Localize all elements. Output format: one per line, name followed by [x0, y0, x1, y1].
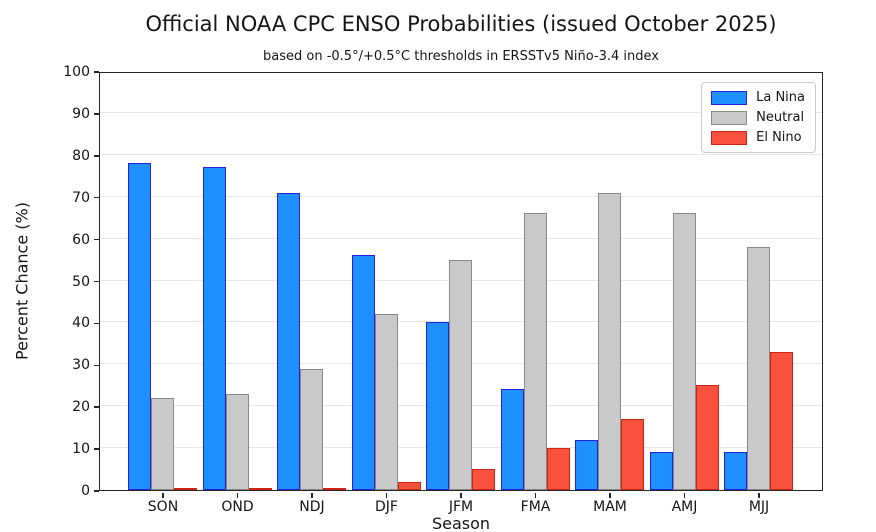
y-tick-label-20: 20: [72, 399, 90, 416]
x-tick-label-MJJ: MJJ: [748, 499, 770, 515]
y-tick-0: [94, 490, 99, 492]
x-tick-NDJ: [311, 492, 313, 498]
y-tick-20: [94, 406, 99, 408]
x-tick-label-MAM: MAM: [593, 499, 627, 515]
x-tick-label-SON: SON: [147, 499, 179, 515]
x-tick-label-FMA: FMA: [520, 499, 551, 515]
y-tick-10: [94, 448, 99, 450]
bar-la-nina-JFM: [426, 322, 449, 490]
bar-neutral-SON: [151, 397, 174, 490]
gridline-60: [100, 237, 822, 239]
bar-neutral-OND: [225, 393, 249, 490]
y-tick-60: [94, 238, 99, 241]
x-tick-label-NDJ: NDJ: [299, 499, 325, 515]
bar-el-nino-DJF: [397, 481, 421, 490]
bar-neutral-AMJ: [672, 213, 696, 490]
bar-neutral-MJJ: [747, 246, 770, 490]
y-tick-label-0: 0: [81, 483, 90, 499]
x-tick-JFM: [460, 492, 462, 498]
y-tick-label-90: 90: [72, 105, 90, 122]
x-tick-MAM: [609, 492, 611, 498]
la-nina-swatch-icon: [711, 90, 748, 105]
legend-label-la-nina: La Nina: [756, 90, 805, 105]
bar-el-nino-NDJ: [323, 488, 346, 490]
legend-item-la-nina: La Nina: [711, 90, 805, 105]
chart-title: Official NOAA CPC ENSO Probabilities (is…: [145, 12, 777, 36]
y-tick-label-30: 30: [72, 357, 90, 374]
x-tick-DJF: [385, 492, 388, 498]
bar-el-nino-OND: [248, 488, 272, 490]
y-tick-label-10: 10: [72, 441, 90, 458]
bar-el-nino-FMA: [546, 448, 570, 490]
bar-la-nina-SON: [128, 163, 151, 490]
y-tick-100: [94, 71, 99, 73]
bar-la-nina-OND: [202, 167, 226, 490]
y-tick-label-70: 70: [72, 189, 90, 206]
x-tick-FMA: [534, 492, 537, 498]
neutral-swatch-icon: [711, 110, 748, 125]
bar-el-nino-SON: [174, 488, 197, 490]
y-axis-label: Percent Chance (%): [12, 202, 32, 360]
y-tick-50: [94, 280, 99, 283]
bar-la-nina-FMA: [500, 389, 524, 490]
y-tick-label-80: 80: [72, 147, 90, 164]
bar-el-nino-MJJ: [770, 351, 793, 490]
y-tick-40: [94, 322, 99, 325]
bar-neutral-DJF: [374, 314, 398, 490]
x-tick-label-DJF: DJF: [375, 499, 398, 515]
bar-el-nino-JFM: [472, 469, 495, 490]
y-tick-30: [94, 364, 99, 367]
x-axis-label: Season: [431, 514, 491, 532]
x-tick-OND: [236, 492, 239, 498]
y-tick-label-60: 60: [72, 231, 90, 248]
x-tick-label-AMJ: AMJ: [671, 499, 698, 515]
bar-la-nina-AMJ: [649, 452, 673, 490]
gridline-90: [100, 111, 822, 113]
legend-label-neutral: Neutral: [756, 110, 805, 125]
bar-la-nina-MAM: [575, 439, 598, 490]
bar-el-nino-MAM: [621, 418, 644, 490]
legend-item-el-nino: El Nino: [711, 130, 805, 145]
bar-el-nino-AMJ: [695, 385, 719, 490]
chart-subtitle: based on -0.5°/+0.5°C thresholds in ERSS…: [263, 49, 659, 64]
bar-la-nina-DJF: [351, 255, 375, 490]
bar-la-nina-NDJ: [277, 192, 300, 490]
legend-item-neutral: Neutral: [711, 110, 805, 125]
legend: La Nina Neutral El Nino: [701, 82, 816, 153]
y-tick-label-50: 50: [72, 273, 90, 290]
bar-neutral-JFM: [449, 259, 472, 490]
x-tick-label-JFM: JFM: [448, 499, 474, 515]
y-tick-80: [94, 155, 99, 157]
gridline-70: [100, 195, 822, 197]
y-tick-90: [94, 113, 99, 115]
x-tick-AMJ: [683, 492, 686, 498]
bar-neutral-FMA: [523, 213, 547, 490]
x-tick-MJJ: [758, 492, 760, 498]
plot-area: La Nina Neutral El Nino: [99, 72, 823, 491]
y-tick-label-100: 100: [63, 64, 90, 80]
bar-neutral-MAM: [598, 192, 621, 490]
el-nino-swatch-icon: [711, 130, 748, 145]
y-tick-label-40: 40: [72, 315, 90, 332]
gridline-80: [100, 153, 822, 155]
bar-la-nina-MJJ: [724, 452, 747, 490]
legend-label-el-nino: El Nino: [756, 130, 802, 145]
x-tick-SON: [162, 492, 164, 498]
bar-neutral-NDJ: [300, 368, 323, 490]
y-tick-70: [94, 196, 99, 199]
x-tick-label-OND: OND: [221, 499, 254, 515]
